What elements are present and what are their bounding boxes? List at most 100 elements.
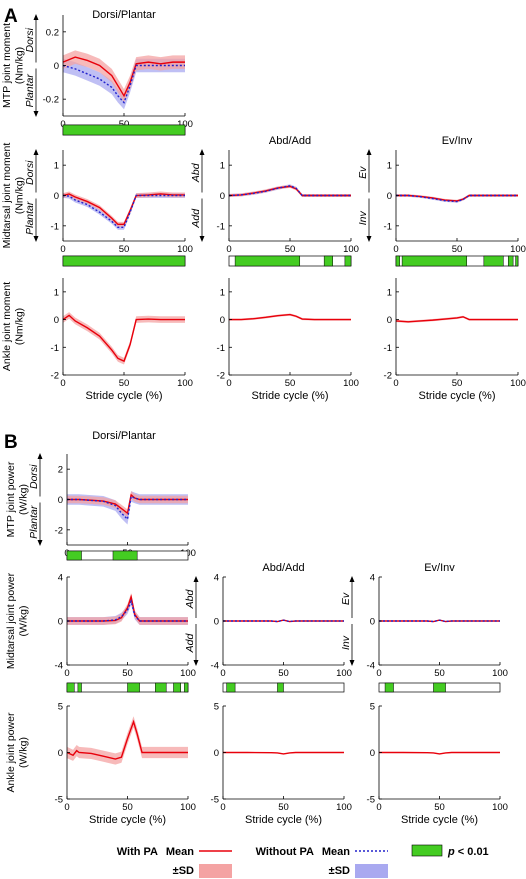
y-tick-label: 1 [54,161,59,172]
chart-title: Ev/Inv [442,135,473,147]
mean-line-with-pa [229,313,351,321]
y-tick-label: -2 [51,371,59,382]
arrowhead-icon [33,236,39,242]
significance-bar [62,124,186,136]
y-axis-label: Ankle joint moment(Nm/kg) [1,282,25,371]
y-tick-label: 0.2 [46,27,59,38]
y-tick-label: -0.2 [43,95,59,106]
mean-line-with-pa [223,751,344,755]
y-tick-label: 0 [58,748,63,759]
mean-line-with-pa [379,751,500,755]
direction-label-positive: Dorsi [28,464,40,489]
chart-A-mid-aa: Abd/Add -1 0 1 0 50 100 Abd Add [190,135,359,267]
significance-segment [323,255,333,267]
significance-segment [483,255,504,267]
x-tick-label: 50 [278,802,289,813]
y-tick-label: 1 [220,161,225,172]
mean-line-with-pa [66,719,188,760]
arrowhead-icon [349,660,355,666]
arrowhead-icon [199,149,205,155]
sd-band-with-pa [63,312,185,365]
chart-title: Ev/Inv [424,562,455,574]
significance-segment [384,682,394,693]
x-tick-label: 100 [510,378,526,389]
y-tick-label: -1 [51,221,59,232]
y-axis-label-line: (W/kg) [17,737,29,768]
y-tick-label: 1 [387,161,392,172]
y-axis-label-line: Ankle joint moment [1,282,13,371]
x-tick-label: 50 [119,119,130,130]
y-tick-label: -1 [384,343,392,354]
legend-significance-label: p < 0.01 [447,846,489,858]
x-tick-label: 50 [119,244,130,255]
x-tick-label: 100 [336,802,352,813]
significance-segment [66,682,75,693]
sd-band-with-pa [67,491,188,517]
y-tick-label: -4 [55,661,63,672]
arrowhead-icon [33,14,39,20]
y-tick-label: 0 [387,191,392,202]
y-axis-label-line: MTP joint power [5,461,17,537]
chart-title: Abd/Add [269,135,311,147]
x-tick-label: 0 [64,668,69,679]
y-tick-label: 0 [214,617,219,628]
x-tick-label: 0 [393,378,398,389]
legend-significance-swatch [411,844,443,857]
arrowhead-icon [33,111,39,117]
y-axis-label-line: Ankle joint power [5,712,17,792]
y-tick-label: -4 [211,661,219,672]
significance-bar [378,682,501,693]
significance-bar [222,682,345,693]
y-tick-label: 0 [58,495,63,506]
direction-annotation: Ev Inv [340,576,355,666]
sd-band-with-pa [63,191,185,227]
direction-label-positive: Ev [357,166,369,179]
x-tick-label: 0 [226,378,231,389]
sd-band-with-pa [229,184,351,198]
mean-line-with-pa [62,56,185,98]
y-tick-label: -5 [211,795,219,806]
direction-annotation: Dorsi Plantar [24,14,39,117]
x-tick-label: 0 [64,802,69,813]
y-tick-label: 0 [220,315,225,326]
significance-bar [228,255,352,267]
y-tick-label: 0 [54,61,59,72]
y-tick-label: 4 [58,573,63,584]
y-axis-label-line: Midtarsal joint power [5,572,17,669]
y-axis-label: MTP joint power(W/kg) [5,461,29,537]
arrowhead-icon [199,236,205,242]
arrowhead-icon [33,149,39,155]
direction-label-negative: Inv [340,635,352,650]
y-tick-label: 1 [387,287,392,298]
direction-label-negative: Plantar [24,201,36,235]
x-tick-label: 50 [285,244,296,255]
x-tick-label: 0 [220,668,225,679]
x-tick-label: 0 [60,119,65,130]
direction-annotation: Dorsi Plantar [24,149,39,242]
y-tick-label: -1 [217,343,225,354]
significance-segment [234,255,301,267]
sd-band-without-pa [229,184,351,198]
x-tick-label: 50 [278,668,289,679]
mean-line-without-pa [228,185,351,197]
direction-label-negative: Plantar [24,74,36,108]
legend-with-pa-label: With PA [117,846,158,858]
y-tick-label: 4 [370,573,375,584]
y-axis-label-line: (W/kg) [17,606,29,637]
x-tick-label: 0 [60,244,65,255]
direction-annotation: Abd Add [190,149,205,242]
y-tick-label: 5 [214,702,219,713]
y-tick-label: -2 [384,371,392,382]
direction-label-positive: Dorsi [24,160,36,185]
direction-annotation: Ev Inv [357,149,372,242]
x-tick-label: 50 [285,378,296,389]
y-tick-label: -4 [367,661,375,672]
sd-band-with-pa [396,194,518,203]
x-axis-label: Stride cycle (%) [401,814,478,826]
significance-bar [395,255,519,267]
x-tick-label: 100 [177,119,193,130]
x-tick-label: 50 [452,378,463,389]
y-tick-label: 5 [370,702,375,713]
